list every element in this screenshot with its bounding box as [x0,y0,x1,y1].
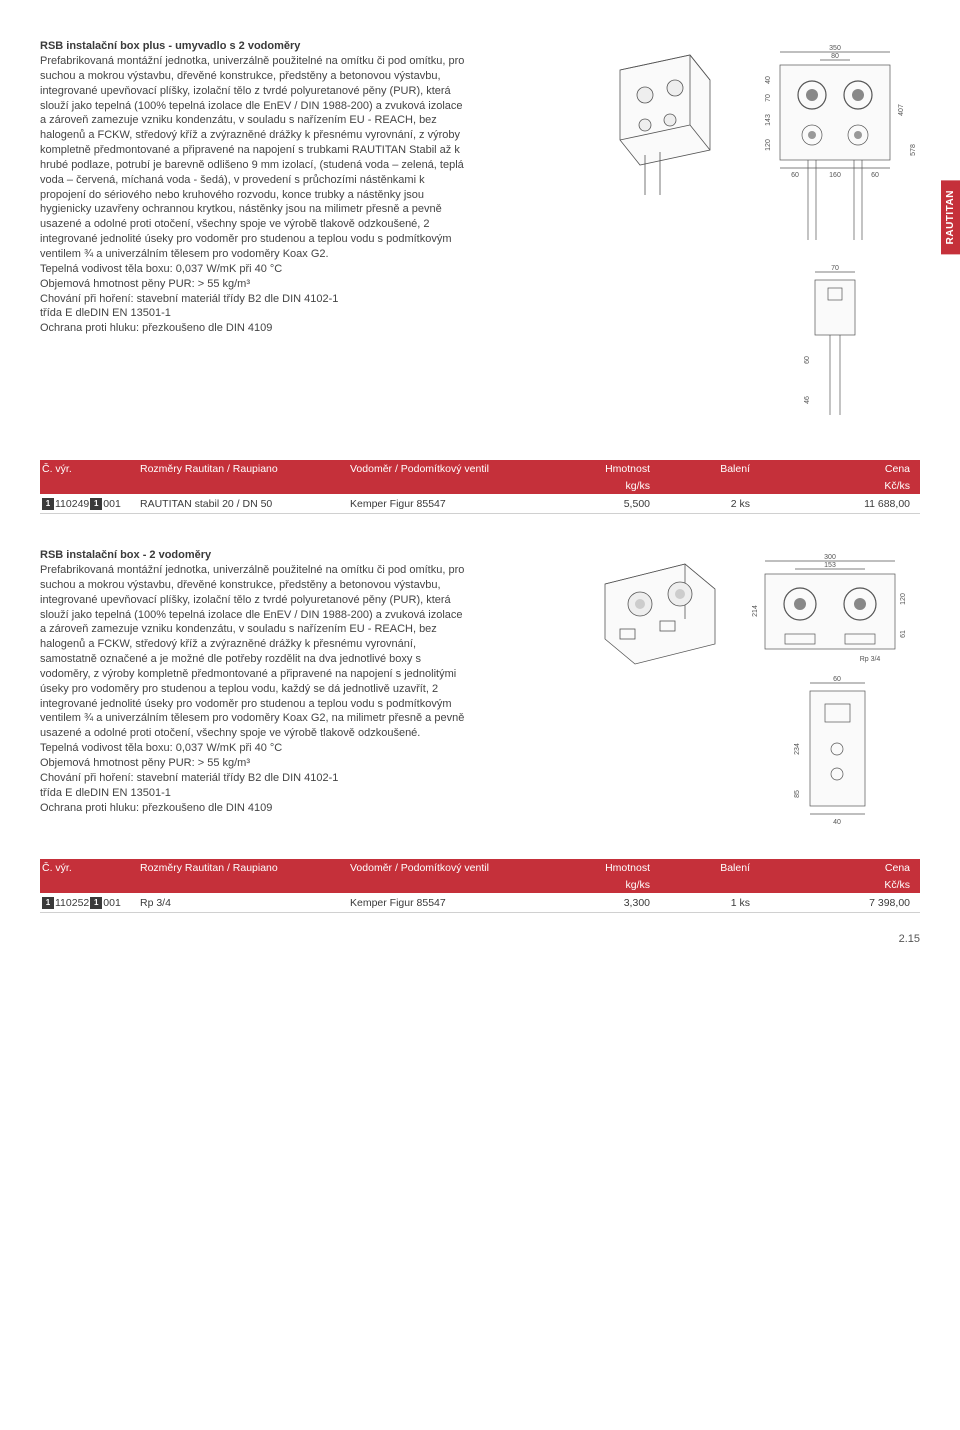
product-1-figures: 350 80 40 70 143 120 407 578 60 160 60 [490,40,920,430]
sidebar-tab: RAUTITAN [941,180,960,254]
svg-text:70: 70 [765,94,772,102]
td-pack: 1 ks [660,897,760,909]
svg-text:60: 60 [833,676,841,683]
svg-text:120: 120 [900,593,907,605]
td-price: 11 688,00 [760,498,920,510]
th-code: Č. výr. [40,463,140,475]
table-2: Č. výr. Rozměry Rautitan / Raupiano Vodo… [40,859,920,913]
td-valve: Kemper Figur 85547 [350,897,560,909]
td-weight: 3,300 [560,897,660,909]
article-code: 11102491001 [42,498,121,510]
fig-2-iso [595,549,725,669]
th-pack: Balení [660,463,760,475]
svg-text:300: 300 [824,554,836,561]
sub-price: Kč/ks [760,480,920,492]
fig-1-side: 70 60 46 [795,260,865,430]
svg-text:153: 153 [824,562,836,569]
table-2-subheader: kg/ks Kč/ks [40,877,920,893]
product-2-title: RSB instalační box - 2 vodoměry [40,549,470,561]
sub-price: Kč/ks [760,879,920,891]
sub-weight: kg/ks [560,480,660,492]
td-price: 7 398,00 [760,897,920,909]
svg-text:70: 70 [831,265,839,272]
svg-text:578: 578 [910,144,917,156]
td-pack: 2 ks [660,498,760,510]
th-dim: Rozměry Rautitan / Raupiano [140,463,350,475]
svg-text:85: 85 [794,790,801,798]
th-valve: Vodoměr / Podomítkový ventil [350,862,560,874]
th-price: Cena [760,463,920,475]
th-code: Č. výr. [40,862,140,874]
svg-text:61: 61 [900,630,907,638]
th-price: Cena [760,862,920,874]
fig-1-iso [605,40,725,200]
product-2-figures: 300 153 214 120 61 Rp 3/4 60 [490,549,920,829]
td-valve: Kemper Figur 85547 [350,498,560,510]
svg-text:40: 40 [833,819,841,826]
svg-text:60: 60 [871,172,879,179]
fig-1-front: 350 80 40 70 143 120 407 578 60 160 60 [740,40,920,430]
svg-text:46: 46 [804,396,811,404]
svg-text:234: 234 [794,743,801,755]
fig-2-dims: 300 153 214 120 61 Rp 3/4 60 [740,549,920,829]
svg-text:Rp 3/4: Rp 3/4 [860,656,881,663]
svg-text:60: 60 [791,172,799,179]
svg-text:120: 120 [765,139,772,151]
product-1-title: RSB instalační box plus - umyvadlo s 2 v… [40,40,470,52]
svg-text:40: 40 [765,76,772,84]
svg-text:160: 160 [829,172,841,179]
svg-text:350: 350 [829,45,841,52]
article-code: 11102521001 [42,897,121,909]
product-2-text: RSB instalační box - 2 vodoměry Prefabri… [40,549,470,829]
product-1-desc: Prefabrikovaná montážní jednotka, univer… [40,54,470,336]
th-pack: Balení [660,862,760,874]
svg-text:214: 214 [752,605,759,617]
th-dim: Rozměry Rautitan / Raupiano [140,862,350,874]
table-1-row: 11102491001 RAUTITAN stabil 20 / DN 50 K… [40,494,920,514]
product-1-text: RSB instalační box plus - umyvadlo s 2 v… [40,40,470,430]
table-2-row: 11102521001 Rp 3/4 Kemper Figur 85547 3,… [40,893,920,913]
svg-text:143: 143 [765,114,772,126]
table-1: Č. výr. Rozměry Rautitan / Raupiano Vodo… [40,460,920,514]
svg-text:80: 80 [831,53,839,60]
product-2: RSB instalační box - 2 vodoměry Prefabri… [40,549,920,829]
th-valve: Vodoměr / Podomítkový ventil [350,463,560,475]
sub-weight: kg/ks [560,879,660,891]
td-dim: Rp 3/4 [140,897,350,909]
svg-text:407: 407 [898,104,905,116]
td-dim: RAUTITAN stabil 20 / DN 50 [140,498,350,510]
page-number: 2.15 [40,933,920,945]
product-2-desc: Prefabrikovaná montážní jednotka, univer… [40,563,470,815]
th-weight: Hmotnost [560,463,660,475]
product-1: RSB instalační box plus - umyvadlo s 2 v… [40,40,920,430]
th-weight: Hmotnost [560,862,660,874]
table-2-header: Č. výr. Rozměry Rautitan / Raupiano Vodo… [40,859,920,877]
table-1-header: Č. výr. Rozměry Rautitan / Raupiano Vodo… [40,460,920,478]
svg-text:60: 60 [804,356,811,364]
td-weight: 5,500 [560,498,660,510]
table-1-subheader: kg/ks Kč/ks [40,478,920,494]
